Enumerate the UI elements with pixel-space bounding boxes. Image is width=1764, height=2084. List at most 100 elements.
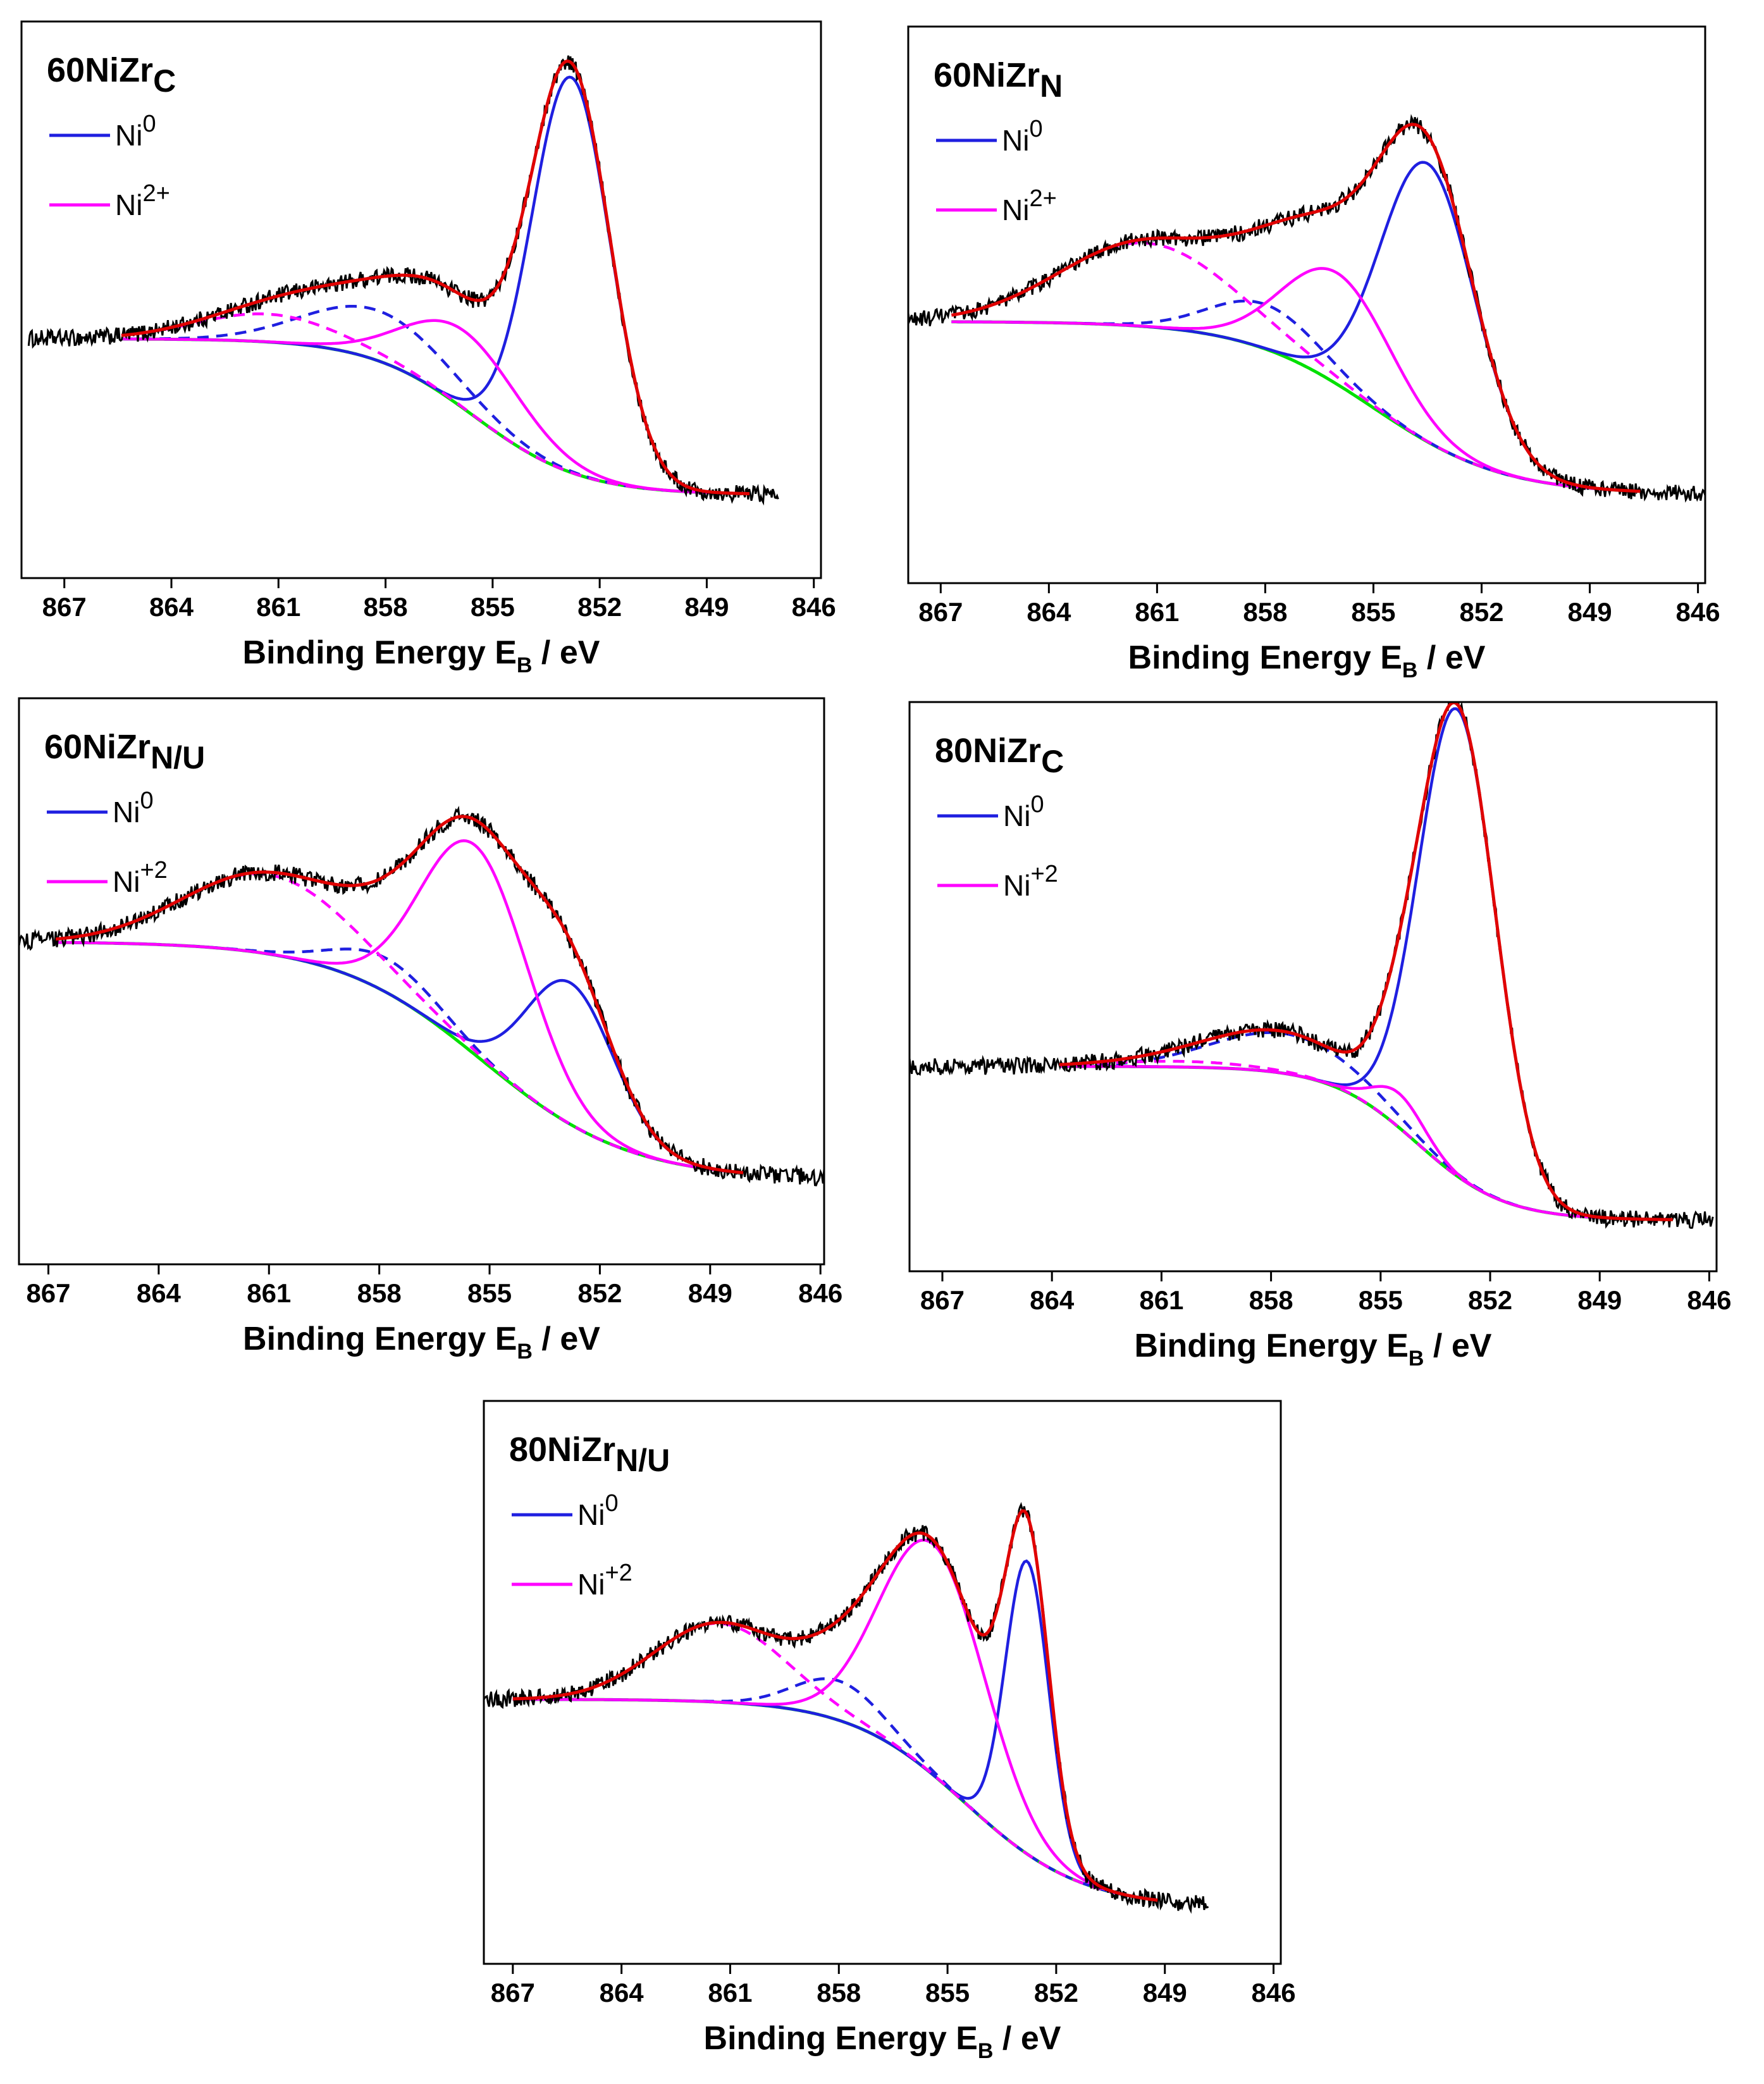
- envelope-fit: [951, 123, 1641, 493]
- x-tick-label: 849: [688, 1278, 732, 1308]
- legend-label: Ni0: [1002, 116, 1043, 157]
- x-tick-label: 867: [918, 597, 963, 627]
- x-tick-label: 849: [1143, 1978, 1187, 2007]
- x-tick-label: 864: [1030, 1285, 1075, 1315]
- legend-label: Ni2+: [1002, 185, 1057, 226]
- component-ni2-satellite: [512, 1622, 1158, 1902]
- plot-frame: [907, 25, 1706, 584]
- x-tick-label: 852: [577, 592, 622, 622]
- plot-frame: [20, 20, 822, 579]
- component-ni2-satellite: [1059, 1059, 1673, 1221]
- x-tick-label: 852: [577, 1278, 622, 1308]
- background-curve: [512, 1698, 1158, 1902]
- component-ni2-main: [56, 839, 744, 1175]
- x-tick-label: 852: [1459, 597, 1503, 627]
- panel-p4: 867 864 861 858 855 852 849 846 Binding Energy E…: [908, 701, 1731, 1371]
- x-tick-label: 855: [471, 592, 515, 622]
- panel-p1: 867 864 861 858 855 852 849 846 Binding Energy E…: [20, 20, 836, 677]
- background-curve: [56, 940, 744, 1175]
- panel-title: 60NiZrN/U: [44, 728, 205, 775]
- component-ni2-satellite: [55, 872, 744, 1175]
- component-ni0-main: [1059, 707, 1673, 1221]
- component-ni2-main: [951, 267, 1641, 493]
- legend-label: Ni0: [1003, 791, 1044, 832]
- legend-label: Ni0: [115, 111, 156, 152]
- x-axis-label: Binding Energy EB / eV: [704, 2020, 1061, 2063]
- x-tick-label: 864: [149, 592, 194, 622]
- x-tick-label: 858: [1249, 1285, 1293, 1315]
- x-tick-label: 858: [817, 1978, 861, 2007]
- x-axis-label: Binding Energy EB / eV: [243, 1321, 600, 1364]
- x-tick-label: 855: [1359, 1285, 1403, 1315]
- panel-title: 60NiZrN: [934, 56, 1063, 104]
- x-tick-label: 858: [364, 592, 408, 622]
- component-ni2-main: [121, 319, 750, 495]
- component-ni0-main: [121, 75, 750, 495]
- x-tick-label: 861: [708, 1978, 752, 2007]
- panel-title: 80NiZrC: [935, 732, 1064, 779]
- plot-area: [27, 55, 779, 506]
- x-tick-label: 867: [26, 1278, 70, 1308]
- x-tick-label: 867: [42, 592, 87, 622]
- x-tick-label: 846: [1687, 1285, 1731, 1315]
- component-ni0-satellite: [56, 940, 744, 1175]
- panel-p5: 867 864 861 858 855 852 849 846 Binding Energy E…: [483, 1400, 1296, 2063]
- x-tick-label: 846: [798, 1278, 842, 1308]
- x-tick-label: 864: [137, 1278, 182, 1308]
- envelope-fit: [55, 815, 744, 1175]
- x-tick-label: 861: [256, 592, 300, 622]
- x-tick-label: 861: [247, 1278, 291, 1308]
- plot-area: [908, 114, 1705, 503]
- x-tick-label: 867: [491, 1978, 535, 2007]
- envelope-fit: [512, 1509, 1158, 1902]
- x-tick-label: 849: [1568, 597, 1612, 627]
- envelope-fit: [121, 59, 750, 495]
- component-ni0-main: [56, 940, 744, 1175]
- panel-title: 80NiZrN/U: [509, 1431, 670, 1478]
- panel-p2: 867 864 861 858 855 852 849 846 Binding Energy E…: [907, 25, 1720, 682]
- envelope-fit: [1059, 702, 1673, 1221]
- component-ni0-satellite: [121, 304, 750, 495]
- x-tick-label: 846: [792, 592, 836, 622]
- x-tick-label: 855: [1351, 597, 1395, 627]
- x-tick-label: 858: [357, 1278, 402, 1308]
- plot-area: [19, 806, 824, 1187]
- x-tick-label: 849: [684, 592, 729, 622]
- component-ni0-main: [512, 1559, 1158, 1902]
- x-tick-label: 861: [1139, 1285, 1183, 1315]
- plot-frame: [18, 697, 825, 1266]
- x-tick-label: 864: [1027, 597, 1071, 627]
- x-tick-label: 867: [920, 1285, 965, 1315]
- x-tick-label: 846: [1252, 1978, 1296, 2007]
- background-curve: [951, 320, 1641, 493]
- experimental-data: [19, 806, 824, 1187]
- panel-p3: 867 864 861 858 855 852 849 846 Binding Energy E…: [18, 697, 842, 1364]
- x-axis-label: Binding Energy EB / eV: [243, 634, 600, 677]
- plot-area: [910, 702, 1714, 1230]
- x-tick-label: 864: [600, 1978, 645, 2007]
- legend-label: Ni0: [577, 1490, 619, 1531]
- experimental-data: [908, 114, 1705, 503]
- plot-frame: [483, 1400, 1282, 1965]
- background-curve: [1059, 1064, 1673, 1221]
- x-tick-label: 852: [1468, 1285, 1512, 1315]
- x-axis-label: Binding Energy EB / eV: [1135, 1328, 1492, 1371]
- component-ni2-satellite: [121, 312, 750, 495]
- plot-area: [484, 1501, 1209, 1914]
- x-tick-label: 855: [467, 1278, 512, 1308]
- x-tick-label: 846: [1676, 597, 1720, 627]
- x-tick-label: 858: [1243, 597, 1287, 627]
- plot-frame: [908, 701, 1718, 1273]
- experimental-data: [484, 1501, 1209, 1914]
- legend-label: Ni0: [113, 787, 154, 829]
- legend-label: Ni2+: [115, 180, 170, 221]
- x-tick-label: 855: [925, 1978, 970, 2007]
- panel-title: 60NiZrC: [47, 51, 176, 99]
- component-ni2-main: [1059, 1064, 1673, 1221]
- experimental-data: [910, 702, 1714, 1230]
- background-curve: [121, 337, 750, 496]
- legend-label: Ni+2: [577, 1560, 632, 1601]
- x-tick-label: 861: [1135, 597, 1179, 627]
- legend-label: Ni+2: [113, 857, 168, 898]
